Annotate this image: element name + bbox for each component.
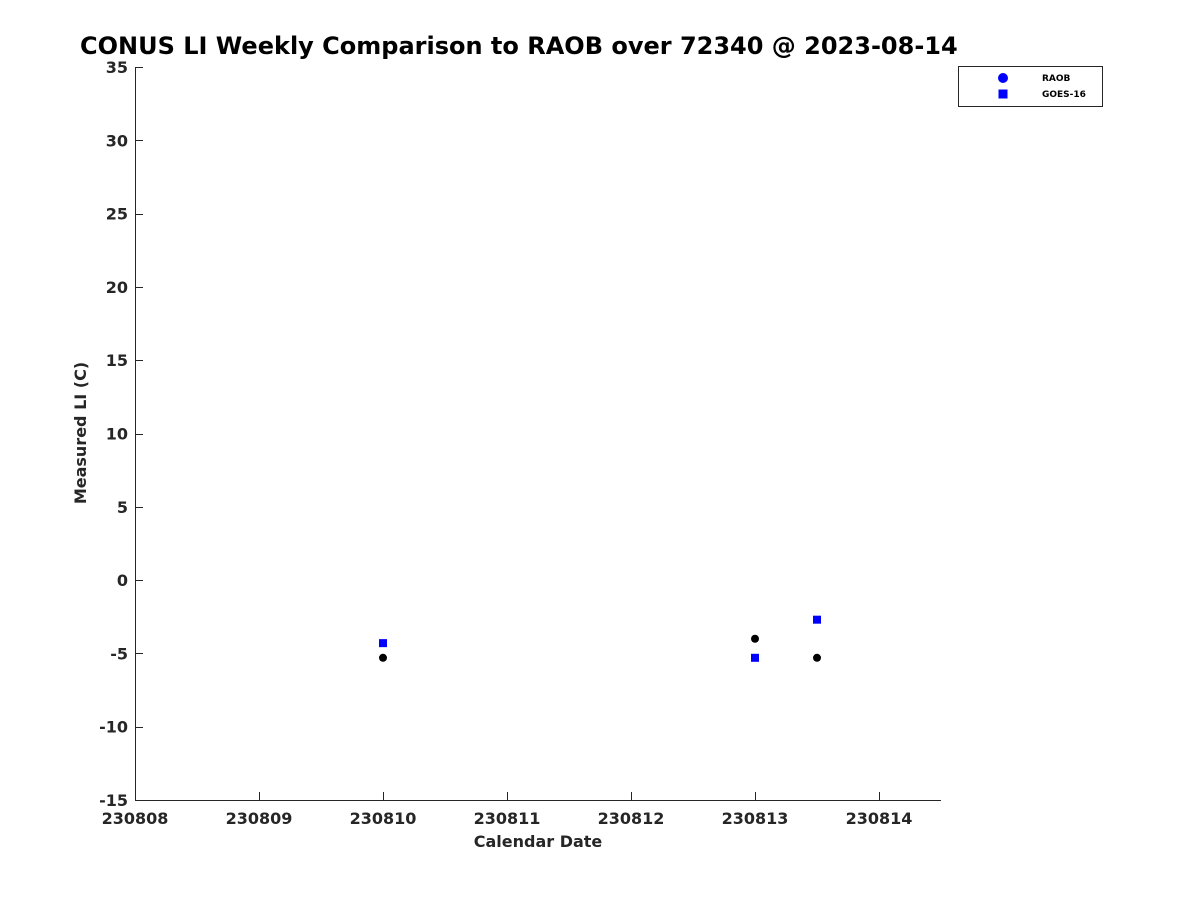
goes16-point — [813, 615, 821, 624]
y-tick-label: 0 — [117, 571, 128, 590]
x-axis-label: Calendar Date — [474, 832, 603, 851]
legend-raob-marker — [998, 73, 1008, 83]
plot-area — [135, 67, 941, 800]
raob-point — [813, 653, 821, 662]
y-tick-label: 25 — [106, 205, 128, 224]
y-tick-label: 5 — [117, 498, 128, 517]
y-tick-label: 15 — [106, 351, 128, 370]
x-axis: 230808 230809 230810 230811 230812 230813 2308… — [102, 792, 941, 828]
y-tick-label: 20 — [106, 278, 128, 297]
x-tick-label: 230811 — [474, 809, 541, 828]
x-tick-label: 230808 — [102, 809, 169, 828]
x-tick-label: 230813 — [722, 809, 789, 828]
chart-title: CONUS LI Weekly Comparison to RAOB over … — [80, 32, 958, 60]
y-tick-label: -5 — [110, 644, 128, 663]
x-tick-label: 230809 — [226, 809, 293, 828]
goes16-point — [751, 653, 759, 662]
legend-goes16-label: GOES-16 — [1042, 90, 1086, 100]
legend-raob-label: RAOB — [1042, 74, 1071, 84]
raob-point — [379, 653, 387, 662]
x-tick-label: 230814 — [846, 809, 913, 828]
y-tick-label: 35 — [106, 58, 128, 77]
y-tick-label: 30 — [106, 131, 128, 150]
legend: RAOB GOES-16 — [958, 66, 1103, 107]
y-tick-label: -15 — [99, 791, 128, 810]
data-points — [379, 615, 821, 662]
legend-box — [958, 66, 1103, 107]
goes16-point — [379, 639, 387, 648]
x-tick-label: 230812 — [598, 809, 665, 828]
raob-point — [751, 634, 759, 643]
legend-goes16-marker — [998, 89, 1008, 99]
x-tick-label: 230810 — [350, 809, 417, 828]
y-tick-label: -10 — [99, 718, 128, 737]
y-tick-label: 10 — [106, 425, 128, 444]
y-axis: -15 -10 -5 0 5 10 15 20 25 30 35 — [99, 58, 143, 810]
y-axis-label: Measured LI (C) — [71, 362, 90, 504]
